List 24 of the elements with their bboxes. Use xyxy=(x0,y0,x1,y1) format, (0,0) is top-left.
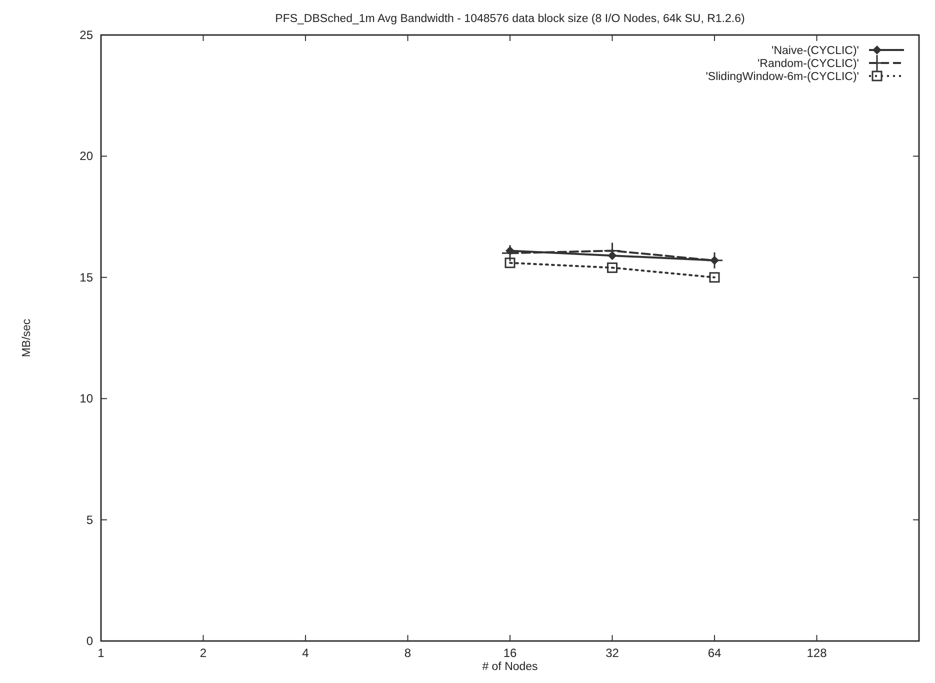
x-tick-label: 64 xyxy=(708,646,722,660)
x-tick-label: 2 xyxy=(200,646,207,660)
point xyxy=(607,262,618,273)
x-tick-label: 8 xyxy=(404,646,412,660)
x-tick-label: 128 xyxy=(806,646,828,660)
x-tick-label: 1 xyxy=(98,646,105,660)
y-axis-title: MB/sec xyxy=(21,318,33,358)
y-tick-label: 20 xyxy=(80,149,94,164)
chart-title: PFS_DBSched_1m Avg Bandwidth - 1048576 data block size (8 I/O Nodes, 64k SU, R1.2.6) xyxy=(275,13,745,25)
legend-label: 'SlidingWindow-6m-(CYCLIC)' xyxy=(706,71,859,83)
y-tick-label: 15 xyxy=(80,270,94,284)
y-tick-label: 25 xyxy=(80,28,94,42)
x-tick-label: 16 xyxy=(503,646,517,660)
point xyxy=(504,258,516,268)
x-axis-title: # of Nodes xyxy=(482,661,538,673)
y-tick-label: 10 xyxy=(80,392,94,406)
legend-label: 'Naive-(CYCLIC)' xyxy=(772,45,859,57)
point xyxy=(709,272,720,283)
legend-label: 'Random-(CYCLIC)' xyxy=(757,58,859,70)
x-tick-label: 4 xyxy=(302,646,310,660)
point xyxy=(706,252,724,270)
y-tick-label: 0 xyxy=(86,634,94,648)
y-tick-label: 5 xyxy=(86,512,94,527)
x-tick-label: 32 xyxy=(606,646,620,660)
